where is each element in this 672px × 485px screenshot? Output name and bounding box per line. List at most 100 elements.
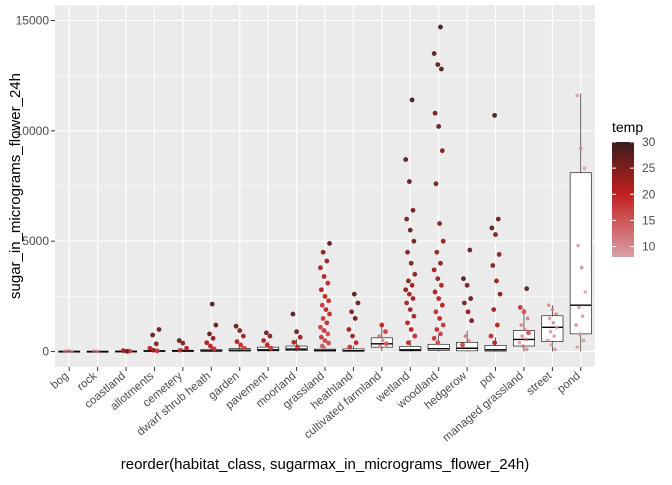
data-point [435,62,441,67]
data-point [327,311,332,317]
data-point [432,289,438,295]
data-point [92,349,96,354]
box-iqr [427,343,450,351]
legend-ticks: 10 15 20 25 30 [612,135,656,254]
data-point [412,333,418,339]
data-point [153,341,159,347]
data-point [407,227,413,233]
data-point [184,345,189,351]
data-point [575,93,579,98]
data-point [349,309,355,315]
data-point [150,332,156,338]
data-point [436,124,442,129]
data-point [492,112,498,118]
data-point [439,66,444,72]
box-4 [171,348,194,352]
data-point [436,296,442,301]
data-point [546,303,551,307]
data-point [440,238,446,244]
data-point [324,258,330,264]
y-tick-label: 5000 [22,234,49,248]
data-point [176,338,182,343]
data-point [546,338,550,343]
data-point [492,340,498,346]
data-point [325,280,331,286]
y-tick-label: 10000 [16,124,50,138]
data-point [237,328,243,333]
data-point [321,328,327,333]
data-point [433,309,439,315]
data-point [574,323,579,327]
data-point [406,340,411,346]
y-tick-label: 15000 [16,13,50,27]
data-point [433,181,439,187]
data-point [490,263,496,268]
data-point [204,340,210,346]
data-point [463,334,468,338]
data-point [383,329,388,335]
data-point [435,340,441,346]
data-point [493,232,498,237]
data-point [431,335,437,341]
data-point [440,322,446,328]
data-point [404,216,410,222]
data-point [434,249,440,255]
box-10 [342,345,365,352]
data-point [579,265,584,270]
legend: temp 10 15 20 25 30 [612,119,656,257]
box-17 [541,305,564,352]
data-point [294,329,299,335]
data-point [264,342,270,348]
data-point [438,24,443,30]
data-point [494,322,500,328]
data-point [241,345,247,351]
data-point [551,321,556,325]
data-point [555,325,559,330]
legend-tick-label: 15 [642,213,656,227]
data-point [439,282,444,288]
legend-title: temp [612,119,643,135]
data-point [526,330,531,336]
data-point [548,329,553,334]
data-point [210,335,216,341]
data-point [489,225,495,231]
data-point [151,347,156,353]
data-point [209,301,215,307]
data-point [404,300,410,306]
data-point [351,291,357,297]
data-point [154,348,160,354]
data-point [550,307,555,312]
data-point [213,322,219,328]
data-point [147,345,153,351]
data-point [461,300,467,306]
data-point [438,260,443,266]
data-point [583,290,588,294]
data-point [347,344,353,350]
data-point [156,327,162,332]
legend-tick-label: 20 [642,187,656,201]
y-tick-label: 0 [42,345,49,359]
data-point [403,287,409,293]
data-point [488,333,494,339]
data-point [240,333,246,339]
y-axis-title: sugar_in_micrograms_flower_24h [7,73,24,299]
data-point [496,252,502,257]
data-point [407,307,413,313]
box-14 [456,330,479,352]
data-point [547,316,552,321]
data-point [549,343,554,347]
data-point [70,349,74,354]
data-point [434,327,440,332]
data-point [380,338,385,343]
data-point [355,300,361,306]
data-point [581,338,586,343]
data-point [553,347,557,352]
data-point [524,286,530,292]
data-point [468,296,474,301]
data-point [406,179,412,184]
box-iqr [456,341,479,352]
box-iqr [370,337,393,348]
data-point [409,97,415,103]
data-point [378,344,382,348]
data-point [408,327,414,332]
